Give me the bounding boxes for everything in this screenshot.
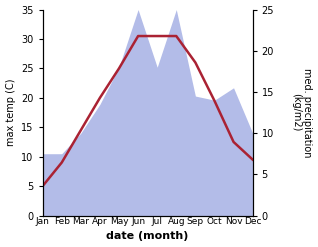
Y-axis label: med. precipitation
(kg/m2): med. precipitation (kg/m2) [291, 68, 313, 157]
Y-axis label: max temp (C): max temp (C) [5, 79, 16, 146]
X-axis label: date (month): date (month) [107, 231, 189, 242]
